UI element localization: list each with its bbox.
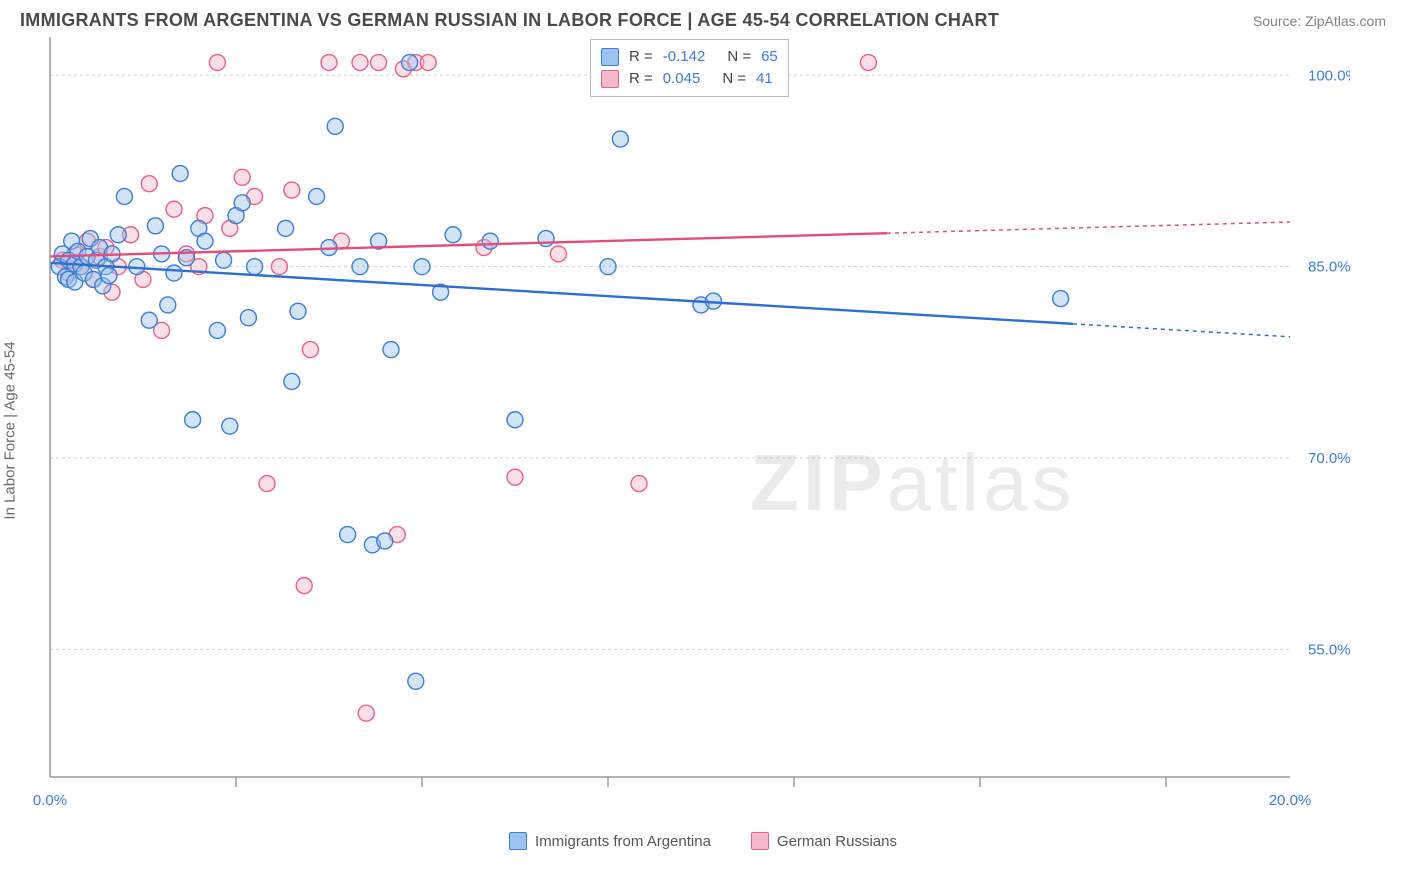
- data-point: [402, 55, 418, 71]
- data-point: [445, 227, 461, 243]
- legend-swatch: [601, 70, 619, 88]
- data-point: [284, 373, 300, 389]
- trend-line: [50, 233, 887, 256]
- series-legend: Immigrants from Argentina German Russians: [0, 832, 1406, 850]
- legend-swatch: [751, 832, 769, 850]
- data-point: [209, 322, 225, 338]
- data-point: [278, 220, 294, 236]
- chart-header: IMMIGRANTS FROM ARGENTINA VS GERMAN RUSS…: [0, 0, 1406, 37]
- data-point: [160, 297, 176, 313]
- stat-n-value: 41: [756, 68, 773, 90]
- legend-item: German Russians: [751, 832, 897, 850]
- data-point: [222, 418, 238, 434]
- data-point: [240, 310, 256, 326]
- scatter-chart: 55.0% 70.0% 85.0% 100.0% 0.0% 20.0%: [20, 37, 1350, 807]
- data-point: [538, 231, 554, 247]
- data-point: [259, 476, 275, 492]
- stat-n-label: N =: [727, 46, 751, 68]
- source-attribution: Source: ZipAtlas.com: [1253, 13, 1386, 29]
- stat-r-value: -0.142: [663, 46, 706, 68]
- data-point: [327, 118, 343, 134]
- y-tick-label: 100.0%: [1308, 67, 1350, 84]
- correlation-row: R = 0.045 N = 41: [601, 68, 778, 90]
- data-point: [371, 55, 387, 71]
- data-point: [321, 55, 337, 71]
- data-point: [1053, 291, 1069, 307]
- data-point: [247, 259, 263, 275]
- chart-title: IMMIGRANTS FROM ARGENTINA VS GERMAN RUSS…: [20, 10, 999, 31]
- legend-label: Immigrants from Argentina: [535, 833, 711, 850]
- trend-line: [50, 263, 1073, 324]
- stat-n-value: 65: [761, 46, 778, 68]
- data-point: [116, 188, 132, 204]
- data-point: [631, 476, 647, 492]
- data-point: [209, 55, 225, 71]
- data-point: [600, 259, 616, 275]
- data-point: [284, 182, 300, 198]
- data-point: [185, 412, 201, 428]
- x-tick-label: 0.0%: [33, 792, 67, 807]
- legend-label: German Russians: [777, 833, 897, 850]
- chart-area: In Labor Force | Age 45-54 55.0%70.0%85.…: [20, 37, 1386, 807]
- legend-swatch: [601, 48, 619, 66]
- data-point: [420, 55, 436, 71]
- data-point: [234, 169, 250, 185]
- data-point: [408, 673, 424, 689]
- y-tick-label: 55.0%: [1308, 641, 1350, 658]
- x-tick-label: 20.0%: [1269, 792, 1312, 807]
- y-tick-label: 70.0%: [1308, 450, 1350, 467]
- stat-r-label: R =: [629, 46, 653, 68]
- data-point: [296, 578, 312, 594]
- data-point: [216, 252, 232, 268]
- legend-swatch: [509, 832, 527, 850]
- data-point: [302, 342, 318, 358]
- data-point: [172, 166, 188, 182]
- stat-n-label: N =: [722, 68, 746, 90]
- stat-r-value: 0.045: [663, 68, 701, 90]
- data-point: [358, 705, 374, 721]
- data-point: [290, 303, 306, 319]
- data-point: [166, 265, 182, 281]
- data-point: [482, 233, 498, 249]
- y-axis-label: In Labor Force | Age 45-54: [2, 341, 19, 519]
- correlation-row: R = -0.142 N = 65: [601, 46, 778, 68]
- data-point: [550, 246, 566, 262]
- data-point: [352, 55, 368, 71]
- data-point: [340, 527, 356, 543]
- data-point: [101, 268, 117, 284]
- data-point: [377, 533, 393, 549]
- data-point: [352, 259, 368, 275]
- data-point: [110, 227, 126, 243]
- trend-line-extrapolated: [887, 222, 1290, 233]
- data-point: [271, 259, 287, 275]
- data-point: [141, 176, 157, 192]
- data-point: [309, 188, 325, 204]
- data-point: [612, 131, 628, 147]
- trend-line-extrapolated: [1073, 324, 1290, 337]
- data-point: [166, 201, 182, 217]
- data-point: [197, 233, 213, 249]
- data-point: [507, 412, 523, 428]
- data-point: [860, 55, 876, 71]
- data-point: [383, 342, 399, 358]
- y-tick-label: 85.0%: [1308, 259, 1350, 276]
- data-point: [147, 218, 163, 234]
- correlation-legend: R =-0.142N =65R =0.045N =41: [590, 39, 789, 97]
- legend-item: Immigrants from Argentina: [509, 832, 711, 850]
- data-point: [141, 312, 157, 328]
- data-point: [507, 469, 523, 485]
- stat-r-label: R =: [629, 68, 653, 90]
- data-point: [414, 259, 430, 275]
- data-point: [234, 195, 250, 211]
